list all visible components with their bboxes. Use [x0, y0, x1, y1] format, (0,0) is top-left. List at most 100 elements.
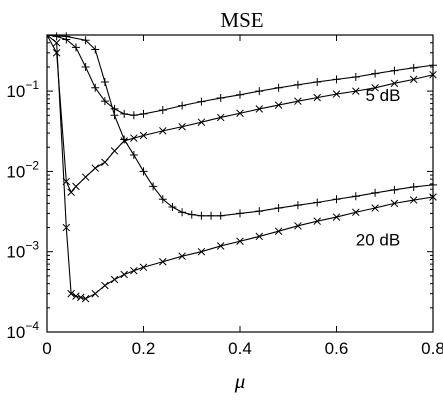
cross-marker — [197, 118, 206, 126]
plus-marker — [178, 208, 187, 217]
plus-marker — [390, 185, 399, 194]
plus-marker — [429, 180, 437, 189]
cross-marker — [390, 199, 399, 208]
cross-marker — [313, 93, 321, 102]
cross-marker — [101, 281, 109, 290]
plus-marker — [81, 36, 90, 45]
cross-marker — [159, 127, 167, 135]
plus-marker — [158, 106, 167, 115]
x-axis: 0 0.2 0.4 0.6 0.8 — [42, 35, 443, 358]
plus-marker — [100, 97, 109, 106]
x-tick-label: 0.8 — [421, 339, 443, 358]
y-tick-base: 10 — [6, 323, 25, 342]
plus-marker — [274, 204, 283, 213]
series-layer — [46, 32, 437, 303]
y-tick-base: 10 — [6, 162, 25, 181]
plus-marker — [429, 61, 437, 70]
cross-marker — [110, 147, 119, 155]
plus-marker — [293, 201, 302, 210]
cross-marker — [81, 294, 90, 303]
plus-marker — [100, 77, 109, 86]
plus-marker — [139, 109, 148, 118]
cross-marker — [72, 292, 80, 300]
cross-marker — [159, 257, 167, 266]
plus-marker — [293, 80, 302, 89]
plus-marker — [313, 198, 322, 207]
plus-marker — [62, 32, 71, 41]
y-tick-label: 10−4 — [6, 319, 39, 342]
cross-marker — [274, 101, 283, 109]
curve-annotation: 20 dB — [356, 230, 400, 249]
cross-marker — [67, 289, 75, 298]
cross-marker — [313, 217, 321, 225]
plus-marker — [197, 97, 206, 106]
plus-marker — [274, 83, 283, 92]
plus-marker — [332, 75, 341, 84]
series-3 — [46, 32, 437, 220]
cross-marker — [178, 252, 186, 260]
plus-marker — [390, 66, 399, 75]
y-tick-exponent: −2 — [25, 158, 39, 172]
cross-marker — [110, 275, 119, 284]
plus-marker — [351, 192, 360, 201]
cross-marker — [81, 173, 90, 181]
cross-marker — [352, 87, 360, 95]
cross-marker — [120, 270, 128, 279]
plus-marker — [409, 63, 418, 72]
cross-marker — [67, 188, 75, 197]
plus-marker — [371, 188, 380, 197]
chart-title: MSE — [220, 8, 263, 32]
plus-marker — [197, 211, 206, 220]
plus-marker — [110, 111, 119, 120]
cross-marker — [91, 289, 100, 298]
cross-marker — [236, 237, 244, 245]
y-tick-exponent: −4 — [25, 319, 39, 333]
plus-marker — [91, 83, 100, 92]
plus-marker — [71, 43, 80, 52]
cross-marker — [62, 223, 71, 232]
cross-marker — [101, 158, 109, 167]
plus-marker — [187, 210, 196, 219]
cross-marker — [390, 79, 399, 88]
cross-marker — [274, 227, 283, 235]
cross-marker — [294, 97, 302, 105]
cross-marker — [216, 113, 225, 122]
cross-marker — [255, 105, 264, 113]
y-tick-label: 10−2 — [6, 158, 39, 181]
plus-marker — [313, 77, 322, 86]
plus-marker — [81, 62, 90, 71]
plus-marker — [255, 207, 264, 216]
y-axis: 10−410−310−210−1 — [6, 34, 433, 342]
cross-marker — [72, 182, 80, 191]
plus-marker — [216, 94, 225, 103]
cross-marker — [216, 242, 225, 250]
plus-marker — [236, 90, 244, 99]
series-line — [46, 34, 434, 217]
series-1 — [46, 32, 437, 120]
x-axis-label: μ — [234, 369, 246, 393]
cross-marker — [139, 131, 148, 140]
plus-marker — [120, 109, 129, 118]
plus-marker — [91, 45, 100, 54]
y-tick-base: 10 — [6, 82, 25, 101]
plus-marker — [216, 211, 225, 220]
plus-marker — [255, 87, 264, 96]
plus-marker — [139, 167, 148, 176]
cross-marker — [409, 75, 418, 84]
x-tick-label: 0.6 — [325, 339, 349, 358]
plus-marker — [236, 209, 244, 218]
plus-marker — [168, 203, 177, 212]
y-tick-exponent: −1 — [25, 78, 39, 92]
plus-marker — [178, 101, 187, 110]
cross-marker — [91, 164, 100, 172]
plus-marker — [129, 111, 138, 120]
y-tick-label: 10−3 — [6, 239, 39, 262]
cross-marker — [197, 247, 206, 256]
x-tick-label: 0 — [42, 339, 51, 358]
cross-marker — [332, 90, 341, 98]
y-tick-label: 10−1 — [6, 78, 39, 101]
cross-marker — [332, 213, 341, 221]
cross-marker — [52, 39, 61, 47]
plus-marker — [371, 69, 380, 78]
